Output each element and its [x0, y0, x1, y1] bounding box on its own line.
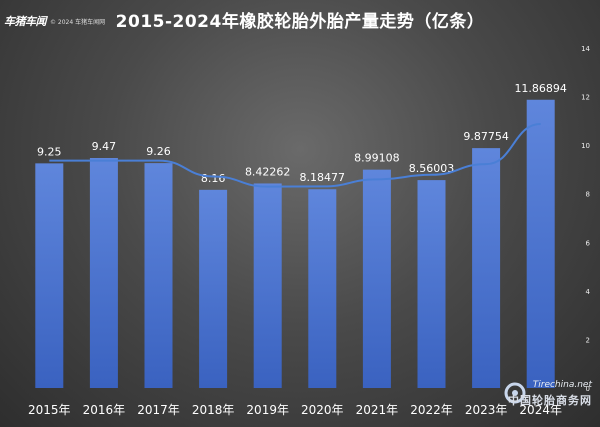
x-tick-label: 2016年 [83, 403, 126, 417]
y-tick-label: 12 [581, 94, 590, 102]
watermark-site: Tirechina.net [532, 380, 592, 390]
data-label: 8.16 [201, 172, 226, 185]
trend-line [49, 123, 541, 188]
bar-2015年 [35, 163, 64, 388]
bottom-watermark: Tirechina.net 中国轮胎商务网 [491, 379, 596, 413]
data-label: 8.18477 [300, 171, 346, 184]
x-tick-label: 2024年 [519, 403, 562, 417]
bar-2016年 [89, 158, 118, 388]
data-label: 8.42262 [245, 165, 291, 178]
x-tick-label: 2022年 [410, 403, 453, 417]
data-label: 11.86894 [514, 82, 567, 95]
data-label: 9.87754 [463, 130, 509, 143]
data-label: 8.56003 [409, 162, 455, 175]
x-tick-label: 2017年 [137, 403, 180, 417]
chart-title: 2015-2024年橡胶轮胎外胎产量走势（亿条） [115, 12, 485, 32]
data-label: 9.26 [146, 145, 171, 158]
x-tick-label: 2019年 [246, 403, 289, 417]
data-label: 9.47 [92, 140, 117, 153]
bar-2023年 [472, 148, 501, 388]
y-tick-label: 8 [586, 191, 590, 199]
bar-2020年 [308, 189, 337, 388]
y-tick-label: 0 [586, 385, 590, 393]
x-tick-label: 2018年 [192, 403, 235, 417]
y-tick-label: 4 [586, 288, 591, 296]
bar-2024年 [526, 99, 555, 389]
x-tick-label: 2020年 [301, 403, 344, 417]
watermark-logo: 车猪车闻 [4, 15, 47, 28]
bar-2022年 [417, 180, 446, 388]
tirechina-logo-icon [504, 382, 526, 404]
y-tick-label: 10 [581, 142, 590, 150]
y-tick-label: 14 [581, 45, 590, 53]
y-tick-label: 2 [586, 336, 590, 344]
x-tick-label: 2015年 [28, 403, 71, 417]
x-tick-label: 2021年 [356, 403, 399, 417]
bar-2019年 [253, 183, 282, 388]
y-tick-label: 6 [586, 239, 591, 247]
watermark-copyright: © 2024 车猪车闻网 [50, 18, 106, 26]
bar-2017年 [144, 163, 173, 388]
top-watermark: 车猪车闻 © 2024 车猪车闻网 [4, 12, 105, 30]
watermark-site-cn: 中国轮胎商务网 [508, 394, 592, 407]
data-label: 9.25 [37, 145, 62, 158]
data-label: 8.99108 [354, 152, 400, 165]
bar-2021年 [362, 169, 391, 388]
bar-2018年 [199, 189, 228, 388]
x-tick-label: 2023年 [465, 403, 508, 417]
